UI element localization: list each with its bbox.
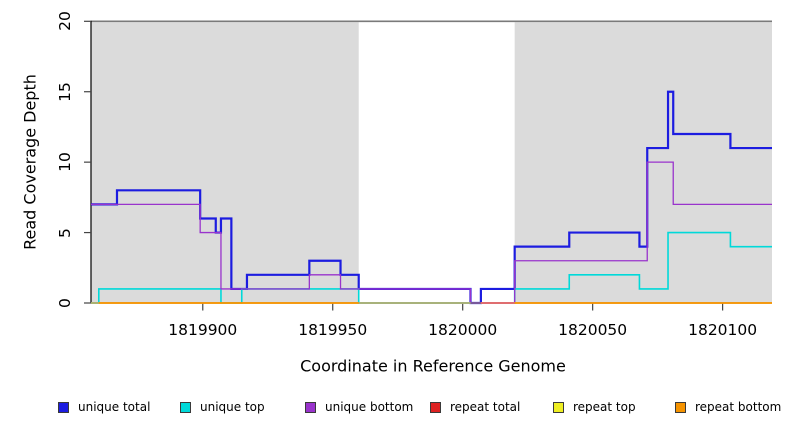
x-tick-label: 1819950	[298, 321, 368, 339]
x-tick-label: 1820050	[558, 321, 628, 339]
shaded-region	[91, 22, 359, 303]
x-axis-title: Coordinate in Reference Genome	[300, 356, 566, 376]
legend-item-unique-top: unique top	[180, 401, 265, 414]
legend-swatch-repeat-total	[430, 402, 441, 413]
x-tick-label: 1820000	[428, 321, 498, 339]
legend-label: repeat total	[450, 400, 521, 414]
legend-label: unique top	[200, 400, 265, 414]
x-tick-label: 1820100	[688, 321, 758, 339]
legend-item-unique-total: unique total	[58, 401, 150, 414]
legend-label: repeat top	[573, 400, 636, 414]
legend-swatch-unique-total	[58, 402, 69, 413]
legend-item-repeat-top: repeat top	[553, 401, 636, 414]
legend-swatch-unique-bottom	[305, 402, 316, 413]
series-line-unique-bottom	[91, 161, 772, 304]
legend-swatch-repeat-bottom	[675, 402, 686, 413]
legend-label: unique bottom	[325, 400, 414, 414]
legend-swatch-unique-top	[180, 402, 191, 413]
legend-item-repeat-bottom: repeat bottom	[675, 401, 781, 414]
legend-item-repeat-total: repeat total	[430, 401, 520, 414]
shaded-region	[514, 22, 772, 303]
legend-item-unique-bottom: unique bottom	[305, 401, 413, 414]
legend-swatch-repeat-top	[553, 402, 564, 413]
legend-label: unique total	[78, 400, 151, 414]
legend-label: repeat bottom	[695, 400, 782, 414]
x-tick-label: 1819900	[168, 321, 238, 339]
